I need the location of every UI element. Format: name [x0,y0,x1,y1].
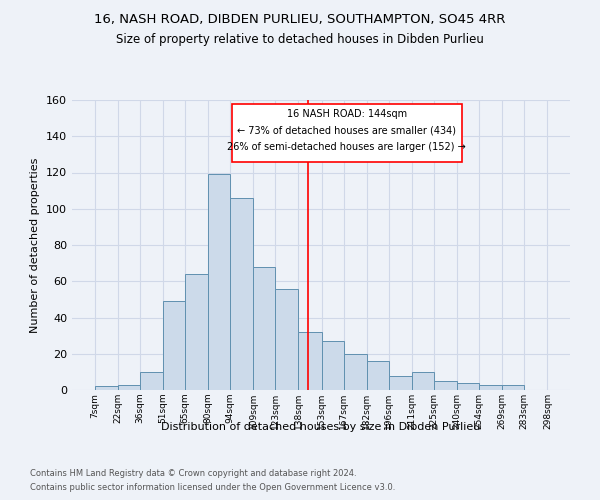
Text: 26% of semi-detached houses are larger (152) →: 26% of semi-detached houses are larger (… [227,142,466,152]
Bar [479,384,502,390]
Bar [253,267,275,390]
Text: Distribution of detached houses by size in Dibden Purlieu: Distribution of detached houses by size … [161,422,481,432]
Text: 16 NASH ROAD: 144sqm: 16 NASH ROAD: 144sqm [287,109,407,119]
Text: Contains public sector information licensed under the Open Government Licence v3: Contains public sector information licen… [30,484,395,492]
Text: ← 73% of detached houses are smaller (434): ← 73% of detached houses are smaller (43… [237,126,456,136]
Bar [367,361,389,390]
Bar [275,288,298,390]
Bar [298,332,322,390]
Bar [208,174,230,390]
Bar [412,372,434,390]
Y-axis label: Number of detached properties: Number of detached properties [31,158,40,332]
Bar [389,376,412,390]
Bar [95,386,118,390]
Bar [457,383,479,390]
Text: Size of property relative to detached houses in Dibden Purlieu: Size of property relative to detached ho… [116,32,484,46]
Bar [232,104,462,162]
Bar [163,301,185,390]
Bar [502,384,524,390]
Bar [140,372,163,390]
Bar [434,381,457,390]
Bar [230,198,253,390]
Text: Contains HM Land Registry data © Crown copyright and database right 2024.: Contains HM Land Registry data © Crown c… [30,468,356,477]
Text: 16, NASH ROAD, DIBDEN PURLIEU, SOUTHAMPTON, SO45 4RR: 16, NASH ROAD, DIBDEN PURLIEU, SOUTHAMPT… [94,12,506,26]
Bar [185,274,208,390]
Bar [344,354,367,390]
Bar [322,341,344,390]
Bar [118,384,140,390]
